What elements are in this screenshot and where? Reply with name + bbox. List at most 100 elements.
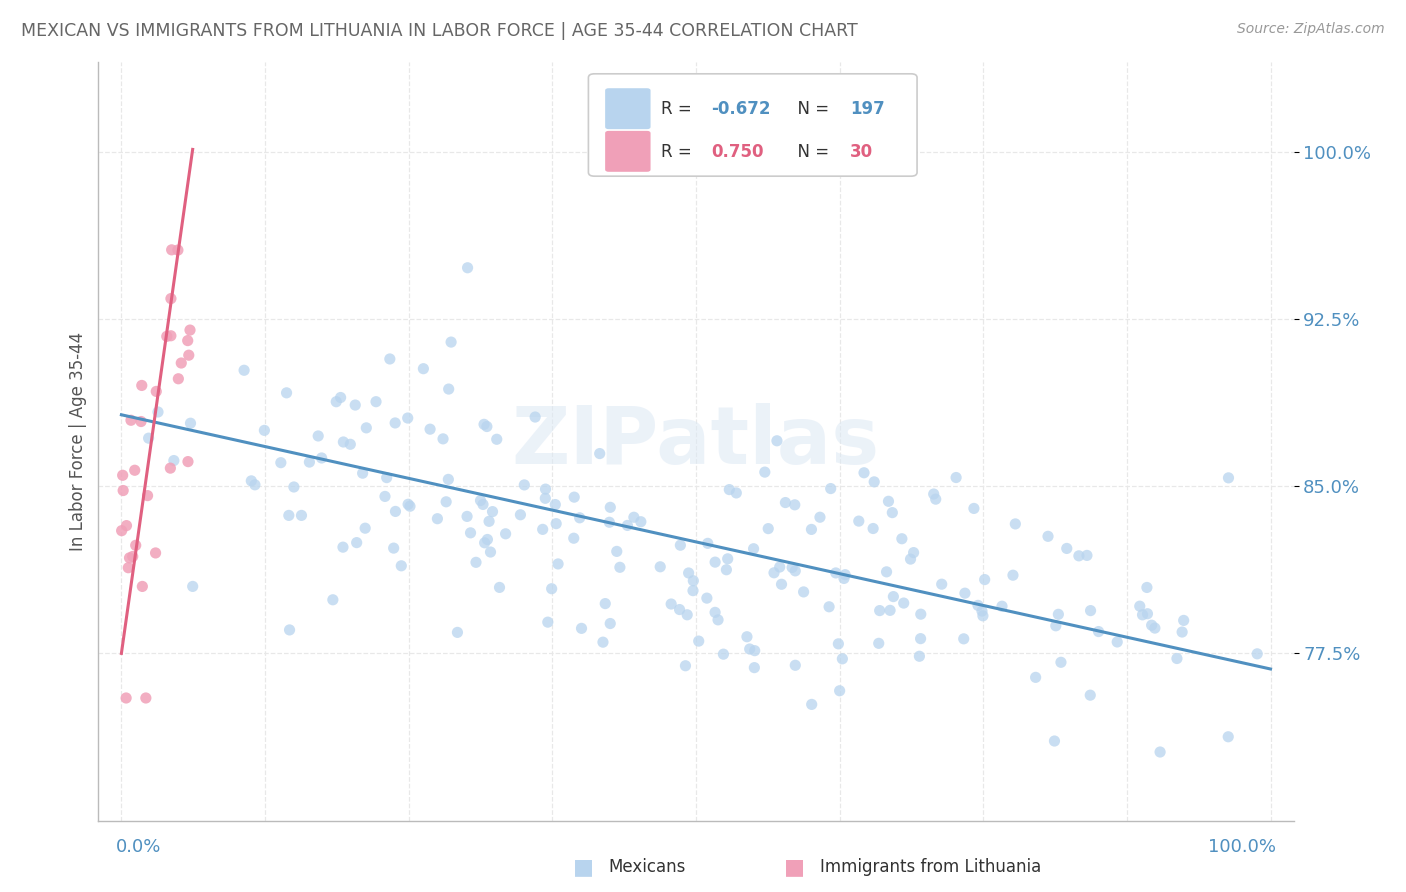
Point [879, 603, 901, 617]
Point [163, 453, 186, 467]
Point [382, 541, 405, 555]
Point [475, 419, 498, 434]
Point [562, 531, 585, 545]
Point [707, 613, 730, 627]
Point [863, 475, 886, 489]
Point [1136, 607, 1159, 621]
Point [145, 546, 167, 560]
Point [111, 524, 134, 538]
Point [963, 501, 986, 516]
Point [124, 463, 146, 477]
Point [967, 599, 990, 613]
Point [125, 538, 148, 552]
Point [513, 478, 536, 492]
Point [1050, 655, 1073, 669]
Point [329, 391, 352, 405]
Point [793, 585, 815, 599]
FancyBboxPatch shape [605, 131, 651, 172]
Point [742, 541, 765, 556]
Point [630, 515, 652, 529]
Point [396, 497, 419, 511]
Text: 197: 197 [851, 101, 884, 119]
Point [446, 625, 468, 640]
Point [1171, 625, 1194, 640]
Point [910, 607, 932, 622]
Point [1004, 516, 1026, 531]
Point [112, 483, 135, 498]
Point [650, 559, 672, 574]
Point [432, 432, 454, 446]
Point [876, 565, 898, 579]
Point [1047, 607, 1070, 622]
Point [298, 455, 321, 469]
Point [780, 560, 803, 574]
Point [118, 550, 141, 565]
Point [440, 335, 463, 350]
Point [270, 456, 292, 470]
Text: 100.0%: 100.0% [1208, 838, 1277, 856]
Point [1218, 730, 1240, 744]
Point [1067, 549, 1090, 563]
Point [488, 581, 510, 595]
Text: R =: R = [661, 101, 697, 119]
Point [1107, 635, 1129, 649]
Point [170, 356, 193, 370]
Point [616, 518, 638, 533]
Point [277, 508, 299, 523]
Text: 0.750: 0.750 [711, 143, 763, 161]
Point [356, 421, 378, 435]
Point [159, 461, 181, 475]
Point [832, 571, 855, 585]
Point [972, 608, 994, 623]
Point [659, 597, 682, 611]
Point [546, 516, 568, 531]
Point [785, 564, 807, 578]
Point [770, 577, 793, 591]
Point [756, 522, 779, 536]
Point [744, 643, 766, 657]
Point [135, 690, 157, 705]
Point [1140, 618, 1163, 632]
Point [396, 411, 419, 425]
Point [973, 573, 995, 587]
FancyBboxPatch shape [589, 74, 917, 177]
Point [682, 574, 704, 588]
Point [426, 512, 449, 526]
Point [882, 590, 904, 604]
Point [179, 416, 201, 430]
Point [509, 508, 531, 522]
Point [824, 566, 846, 580]
Point [763, 566, 786, 580]
Point [1036, 529, 1059, 543]
Point [389, 558, 412, 573]
Text: N =: N = [787, 101, 834, 119]
Point [609, 560, 631, 574]
Point [290, 508, 312, 523]
Point [384, 416, 406, 430]
Point [253, 423, 276, 437]
Point [818, 599, 841, 614]
Text: 30: 30 [851, 143, 873, 161]
Point [991, 599, 1014, 614]
Point [412, 361, 434, 376]
Text: Immigrants from Lithuania: Immigrants from Lithuania [820, 858, 1040, 876]
Point [785, 658, 807, 673]
Point [111, 468, 134, 483]
Point [120, 413, 142, 427]
Point [233, 363, 256, 377]
Point [1078, 688, 1101, 702]
Point [378, 351, 401, 366]
Point [828, 683, 851, 698]
Point [115, 690, 138, 705]
Point [1166, 651, 1188, 665]
Point [890, 532, 912, 546]
Point [599, 500, 621, 515]
Point [682, 583, 704, 598]
Point [479, 545, 502, 559]
Text: Mexicans: Mexicans [609, 858, 686, 876]
Point [177, 454, 200, 468]
Point [1043, 734, 1066, 748]
Point [713, 647, 735, 661]
Point [346, 535, 368, 549]
Point [470, 493, 492, 508]
